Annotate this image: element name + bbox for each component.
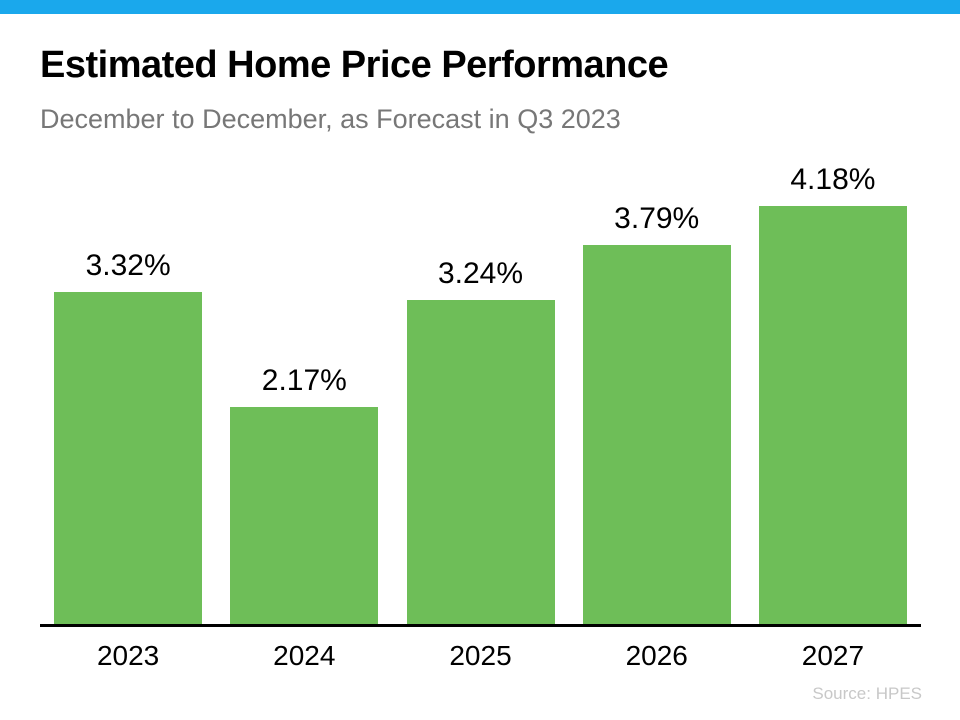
bar-slot-2023: 3.32%: [40, 249, 216, 624]
x-axis-label-2024: 2024: [273, 640, 336, 671]
bar-value-label: 4.18%: [790, 163, 876, 196]
bar-chart: 3.32% 2.17% 3.24% 3.79% 4.18%: [40, 160, 921, 627]
x-axis-label-2025: 2025: [449, 640, 512, 671]
bar-value-label: 2.17%: [261, 364, 347, 397]
x-axis-label-2026: 2026: [625, 640, 688, 671]
bar-value-label: 3.24%: [437, 257, 524, 290]
bar-2024: [230, 407, 379, 624]
x-axis-label-2023: 2023: [96, 640, 160, 671]
bar-slot-2025: 3.24%: [392, 257, 568, 624]
bar-slot-2024: 2.17%: [216, 364, 392, 624]
x-axis-label-2027: 2027: [801, 640, 865, 671]
page-title: Estimated Home Price Performance: [40, 44, 669, 86]
bar-2027: [758, 206, 907, 624]
bar-2023: [54, 292, 203, 624]
bar-2026: [582, 245, 731, 624]
x-axis-labels: 2023 2024 2025 2026 2027: [40, 640, 921, 672]
bar-slot-2026: 3.79%: [569, 202, 745, 624]
top-accent-bar: [0, 0, 960, 14]
bar-2025: [406, 300, 555, 624]
bar-value-label: 3.79%: [614, 202, 700, 235]
page-subtitle: December to December, as Forecast in Q3 …: [40, 104, 621, 134]
bar-slot-2027: 4.18%: [745, 163, 921, 624]
source-credit: Source: HPES: [812, 684, 922, 703]
bar-value-label: 3.32%: [85, 249, 171, 282]
